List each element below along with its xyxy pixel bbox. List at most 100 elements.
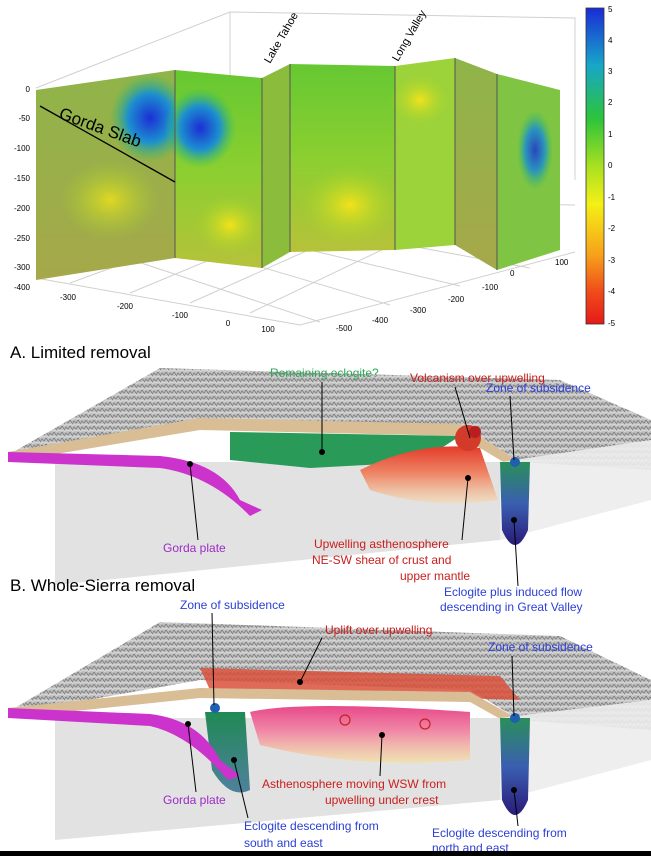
yellow-anomaly-4 [300,165,400,245]
colorbar-tick: -3 [608,256,616,265]
colorbar-tick: 3 [608,67,613,76]
colorbar-tick: -4 [608,287,616,296]
colorbar-ticks: 5 4 3 2 1 0 -1 -2 -3 -4 -5 [608,5,616,328]
x-tick: -200 [117,302,134,311]
remaining-eclogite-label: Remaining eclogite? [270,366,379,380]
y-tick: -500 [336,324,353,333]
z-axis-ticks: 0 -50 -100 -150 -200 -250 -300 -400 [14,85,31,292]
blue-anomaly-east [517,110,553,190]
leader-dot [231,757,237,763]
yellow-anomaly-5 [390,74,450,126]
subsidence-dot-b-right [510,713,520,723]
y-axis-ticks: 100 0 -100 -200 -300 -400 -500 [336,258,569,333]
zone-subsidence-label-a: Zone of subsidence [486,381,591,395]
yellow-anomaly-west [60,160,160,240]
x-tick: 0 [226,319,231,328]
terrain-surface-a [8,368,651,470]
zone-subsidence-label-b-right: Zone of subsidence [488,640,593,654]
eclogite-label-a-1: Eclogite plus induced flow [444,585,582,599]
leader [461,477,469,541]
leader [513,519,519,587]
subsidence-dot-b-left [210,703,220,713]
leader-dot [379,732,385,738]
volcanism-a-core [469,426,481,438]
leader [509,395,515,461]
leader-dot [319,449,325,455]
panel-a-title: A. Limited removal [10,343,151,362]
eclogite-ne-label-1: Eclogite descending from [432,826,567,840]
leader [233,759,249,819]
y-tick: -200 [448,295,465,304]
block-side-b [500,700,651,800]
leader [187,723,197,793]
lake-tahoe-label: Lake Tahoe [262,10,301,65]
y-tick: 0 [510,269,515,278]
eclogite-se-label-1: Eclogite descending from [244,819,379,833]
gorda-plate-a [8,452,262,516]
colorbar-tick: 5 [608,5,613,14]
x-axis-ticks: -300 -200 -100 0 100 [60,293,275,334]
leader-dot [297,679,303,685]
leader [511,655,515,717]
y-tick: -400 [372,316,389,325]
subsidence-dot-a [510,457,520,467]
panel-b-title: B. Whole-Sierra removal [10,576,195,595]
leader [211,612,215,706]
bottom-border [0,851,651,856]
leader [513,789,519,827]
upwelling-label-1: Upwelling asthenosphere [314,537,449,551]
x-tick: 100 [261,325,275,334]
upwelling-b [250,706,470,763]
y-tick: 100 [555,258,569,267]
z-tick: -300 [14,263,31,272]
y-tick: -100 [482,283,499,292]
x-tick: -100 [172,311,189,320]
long-valley-label: Long Valley [390,8,429,64]
block-side-a [500,440,651,540]
asthenosphere-label-2: upwelling under crest [325,793,439,807]
y-tick: -300 [410,306,427,315]
asthenosphere-label-1: Asthenosphere moving WSW from [262,777,446,791]
z-tick: -400 [14,283,31,292]
uplift-label: Uplift over upwelling [325,623,432,637]
panel-a-limited-removal: A. Limited removal Remaining eclogite? V… [8,343,651,614]
section-edges [174,58,498,270]
leader-dot [465,475,471,481]
colorbar-tick: 4 [608,36,613,45]
upwelling-label-2: NE-SW shear of crust and [312,553,451,567]
gorda-plate-label-a: Gorda plate [163,541,226,555]
colorbar-tick: -1 [608,193,616,202]
colorbar-tick: 1 [608,130,613,139]
z-tick: -150 [14,174,31,183]
yellow-anomaly-2 [195,195,265,255]
crust-band-b [8,688,520,730]
flow-marker [339,714,351,726]
z-tick: -100 [14,144,31,153]
gorda-plate-label-b: Gorda plate [163,793,226,807]
eclogite-drip-b-right [500,718,530,815]
section-6 [455,58,497,270]
panel-b-whole-sierra-removal: B. Whole-Sierra removal Zone of subsiden… [8,576,651,855]
volcanism-label: Volcanism over upwelling [410,371,545,385]
zone-subsidence-label-b-left: Zone of subsidence [180,598,285,612]
crust-band-a [8,418,520,472]
x-tick: -300 [60,293,77,302]
leader [454,386,471,439]
colorbar-tick: 0 [608,161,613,170]
eclogite-drip-b-left [205,712,250,793]
leader-dot [511,517,517,523]
z-tick: -250 [14,234,31,243]
tomography-3d-plot: Gorda Slab Lake Tahoe Long Valley 0 -50 … [14,5,616,334]
z-tick: -50 [18,114,30,123]
eclogite-se-label-2: south and east [244,836,323,850]
leader-dot [185,721,191,727]
colorbar-tick: -5 [608,319,616,328]
eclogite-label-a-2: descending in Great Valley [440,600,583,614]
gorda-slab-line [39,105,176,183]
leader [299,637,323,683]
leader [379,734,383,777]
z-tick: -200 [14,204,31,213]
colorbar [585,7,605,325]
gorda-plate-b [8,708,240,780]
